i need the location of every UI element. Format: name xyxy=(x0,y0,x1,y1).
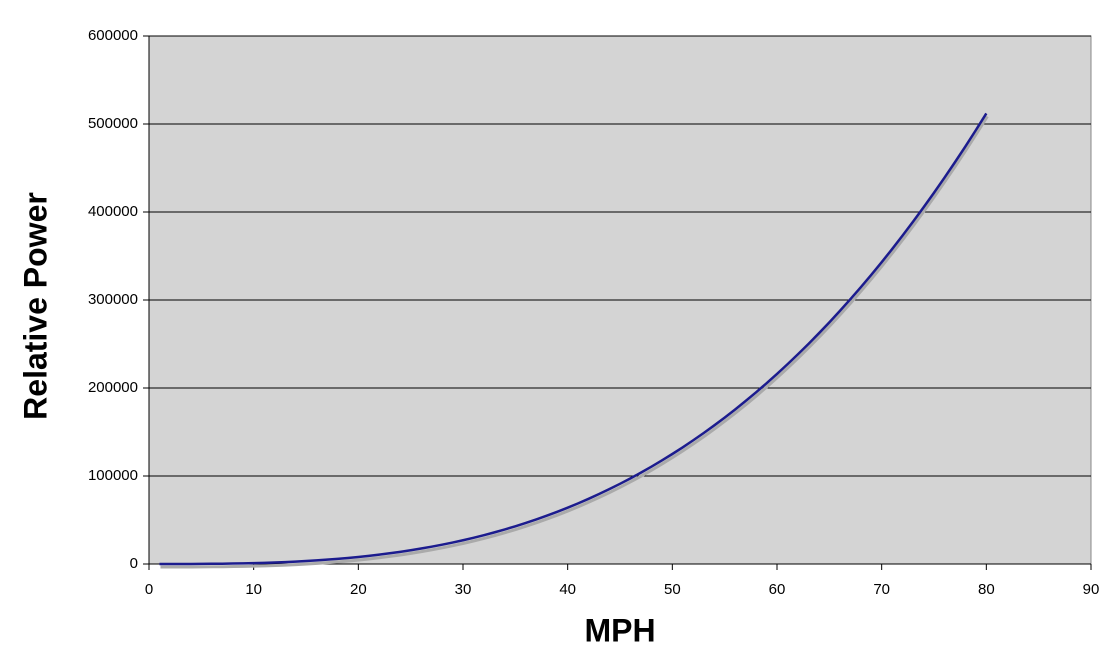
x-tick-label: 60 xyxy=(769,581,786,598)
y-tick-label: 500000 xyxy=(88,115,138,132)
x-tick-label: 20 xyxy=(350,581,367,598)
x-tick-label: 50 xyxy=(664,581,681,598)
x-axis-title: MPH xyxy=(584,612,655,648)
x-tick-label: 40 xyxy=(559,581,576,598)
y-tick-label: 400000 xyxy=(88,203,138,220)
x-tick-label: 10 xyxy=(245,581,262,598)
line xyxy=(159,112,988,566)
line-shadow xyxy=(160,115,989,569)
y-tick-label: 200000 xyxy=(88,379,138,396)
x-tick-label: 80 xyxy=(978,581,995,598)
y-tick-label: 300000 xyxy=(88,291,138,308)
y-tick-label: 100000 xyxy=(88,467,138,484)
y-tick-label: 0 xyxy=(130,555,138,572)
x-tick-label: 0 xyxy=(145,581,153,598)
x-tick-label: 90 xyxy=(1083,581,1100,598)
x-tick-label: 70 xyxy=(873,581,890,598)
x-tick-label: 30 xyxy=(455,581,472,598)
y-tick-label: 600000 xyxy=(88,27,138,44)
y-axis-title: Relative Power xyxy=(17,192,53,420)
